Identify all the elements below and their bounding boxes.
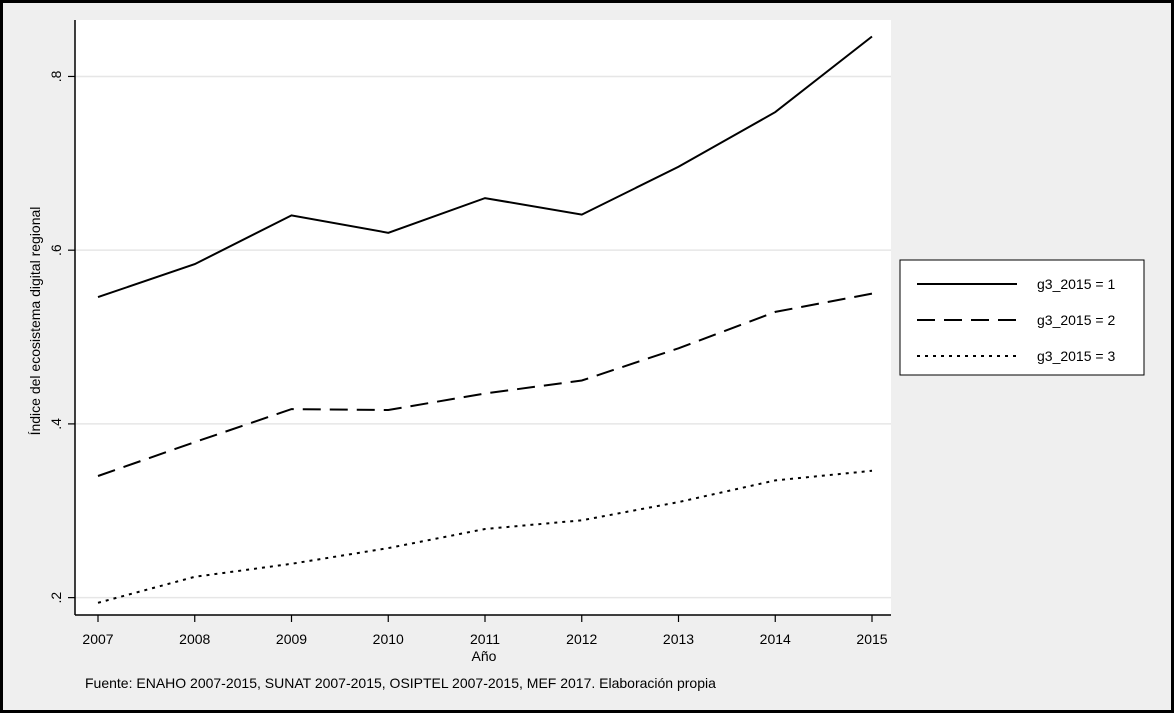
series-line-3 <box>97 469 873 604</box>
x-tick-label: 2011 <box>470 631 500 647</box>
x-tick-label: 2010 <box>373 631 404 647</box>
chart: .2 .4 .6 .8 2007 2008 2009 2010 2011 2012 2013 201… <box>27 20 1145 691</box>
x-tick-label: 2013 <box>663 631 694 647</box>
legend-label-2: g3_2015 = 2 <box>1037 312 1115 328</box>
y-tick-label: .2 <box>48 592 64 604</box>
y-tick-label: .6 <box>48 244 64 256</box>
legend-label-1: g3_2015 = 1 <box>1037 276 1115 292</box>
y-tick-label: .8 <box>48 70 64 82</box>
x-axis: 2007 2008 2009 2010 2011 2012 2013 2014 2015 <box>82 615 888 647</box>
series-line-2 <box>97 292 873 477</box>
x-tick-label: 2015 <box>856 631 887 647</box>
legend-box <box>899 259 1145 376</box>
y-axis: .2 .4 .6 .8 <box>48 70 75 603</box>
x-tick-label: 2012 <box>566 631 597 647</box>
x-tick-label: 2009 <box>276 631 307 647</box>
y-tick-label: .4 <box>48 418 64 430</box>
x-tick-label: 2008 <box>179 631 210 647</box>
source-note: Fuente: ENAHO 2007-2015, SUNAT 2007-2015… <box>85 675 716 691</box>
y-axis-title: Índice del ecosistema digital regional <box>27 207 43 436</box>
x-tick-label: 2007 <box>82 631 113 647</box>
series-lines <box>97 35 873 604</box>
legend-label-3: g3_2015 = 3 <box>1037 348 1115 364</box>
series-line-1 <box>97 35 873 299</box>
plot-background <box>75 20 891 615</box>
grid-lines <box>75 75 891 599</box>
x-axis-title: Año <box>472 648 497 664</box>
x-tick-label: 2014 <box>760 631 791 647</box>
legend: g3_2015 = 1 g3_2015 = 2 g3_2015 = 3 <box>899 259 1145 376</box>
chart-frame: .2 .4 .6 .8 2007 2008 2009 2010 2011 2012 2013 201… <box>3 3 1171 710</box>
